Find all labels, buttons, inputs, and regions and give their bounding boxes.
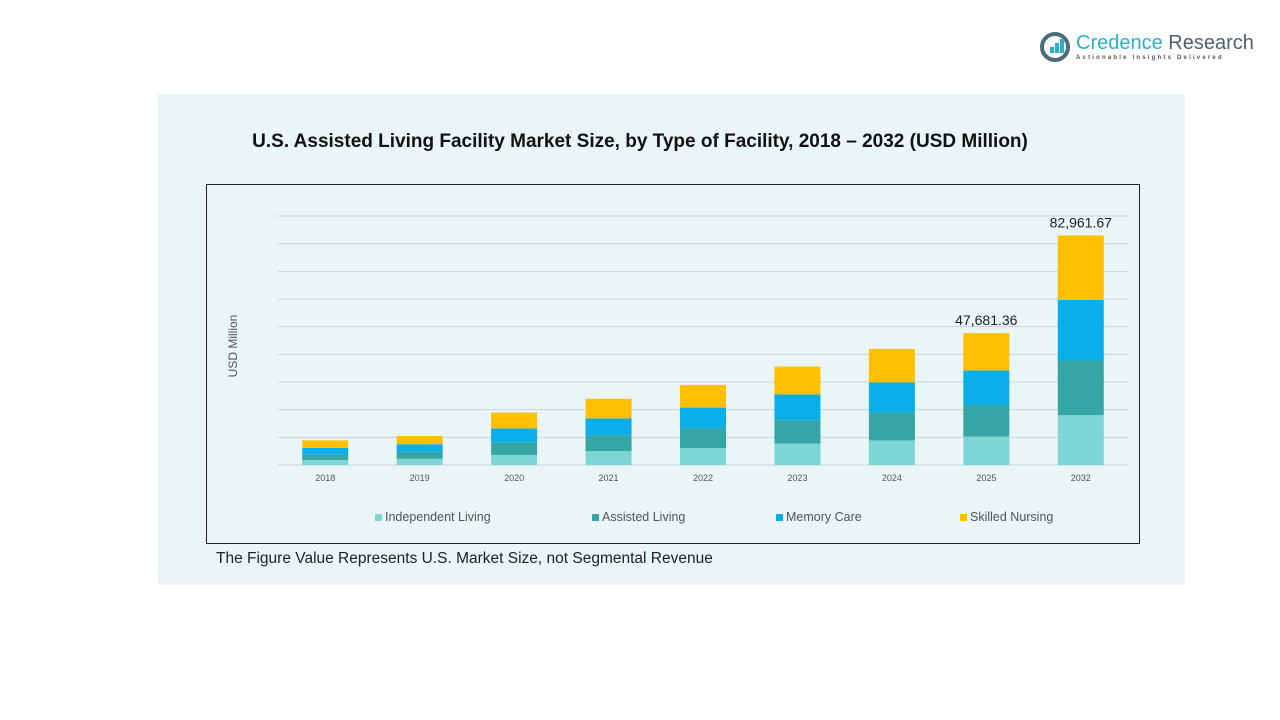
- legend-swatch: [592, 513, 599, 521]
- logo-tagline: Actionable Insights Delivered: [1076, 55, 1224, 61]
- bar-skilled-nursing-2019: [396, 435, 443, 445]
- bar-independent-living-2023: [774, 443, 821, 465]
- legend-label: Independent Living: [385, 510, 491, 524]
- bar-independent-living-2018: [302, 459, 349, 465]
- legend-item: Assisted Living: [592, 510, 685, 524]
- legend-label: Assisted Living: [602, 510, 686, 524]
- bar-independent-living-2022: [680, 447, 726, 465]
- bar-independent-living-2032: [1057, 415, 1104, 465]
- chart-panel: [158, 94, 1185, 585]
- legend-swatch: [375, 513, 382, 521]
- credence-research-logo: Credence Research Actionable Insights De…: [1040, 32, 1254, 62]
- bar-skilled-nursing-2025: [963, 333, 1010, 371]
- bar-skilled-nursing-2023: [774, 366, 821, 395]
- legend-label: Skilled Nursing: [970, 510, 1054, 524]
- bar-assisted-living-2032: [1057, 360, 1104, 416]
- bar-assisted-living-2022: [680, 428, 726, 448]
- bar-skilled-nursing-2032: [1057, 235, 1104, 300]
- bar-assisted-living-2019: [396, 451, 443, 459]
- bar-skilled-nursing-2020: [491, 412, 538, 429]
- legend-item: Memory Care: [776, 510, 862, 524]
- legend-swatch: [776, 513, 783, 521]
- bar-memory-care-2020: [491, 428, 538, 443]
- x-tick-label: 2021: [599, 473, 619, 483]
- x-tick-label: 2032: [1071, 473, 1091, 483]
- bar-memory-care-2021: [585, 418, 632, 436]
- legend-item: Skilled Nursing: [960, 510, 1053, 524]
- legend-item: Independent Living: [375, 510, 491, 524]
- bar-memory-care-2025: [963, 370, 1010, 406]
- bar-assisted-living-2024: [868, 412, 915, 441]
- bar-skilled-nursing-2018: [302, 440, 349, 448]
- legend-label: Memory Care: [786, 510, 862, 524]
- bar-memory-care-2023: [774, 394, 821, 421]
- bar-skilled-nursing-2022: [680, 384, 726, 408]
- bar-memory-care-2018: [302, 447, 349, 455]
- legend: Independent Living Assisted Living Memory …: [0, 510, 1280, 526]
- legend-swatch: [960, 513, 967, 521]
- x-tick-label: 2023: [787, 473, 807, 483]
- chart-title: U.S. Assisted Living Facility Market Siz…: [252, 131, 1028, 152]
- bar-assisted-living-2020: [491, 442, 538, 455]
- x-tick-label: 2019: [410, 473, 430, 483]
- logo-chart-icon: [1040, 32, 1070, 62]
- bar-memory-care-2019: [396, 444, 443, 452]
- data-label-2032: 82,961.67: [1050, 214, 1112, 230]
- bar-memory-care-2024: [868, 382, 915, 413]
- bar-skilled-nursing-2024: [868, 348, 915, 383]
- footnote: The Figure Value Represents U.S. Market …: [216, 550, 713, 567]
- bar-assisted-living-2023: [774, 420, 821, 444]
- x-tick-label: 2020: [504, 473, 524, 483]
- bar-memory-care-2022: [680, 407, 726, 429]
- bar-independent-living-2021: [585, 451, 632, 465]
- bar-assisted-living-2021: [585, 435, 632, 452]
- x-tick-label: 2025: [976, 473, 996, 483]
- bar-independent-living-2019: [396, 458, 443, 465]
- bar-independent-living-2020: [491, 454, 538, 465]
- plot-frame: [206, 184, 1140, 544]
- data-label-2025: 47,681.36: [955, 312, 1017, 328]
- x-tick-label: 2022: [693, 473, 713, 483]
- bar-independent-living-2024: [868, 440, 915, 465]
- bar-independent-living-2025: [963, 436, 1010, 465]
- x-tick-label: 2018: [315, 473, 335, 483]
- logo-name-2: Research: [1168, 32, 1254, 54]
- bar-assisted-living-2025: [963, 405, 1010, 437]
- logo-name-1: Credence: [1076, 32, 1163, 54]
- bar-assisted-living-2018: [302, 454, 349, 460]
- bar-memory-care-2032: [1057, 299, 1104, 361]
- bar-skilled-nursing-2021: [585, 398, 632, 419]
- x-tick-label: 2024: [882, 473, 902, 483]
